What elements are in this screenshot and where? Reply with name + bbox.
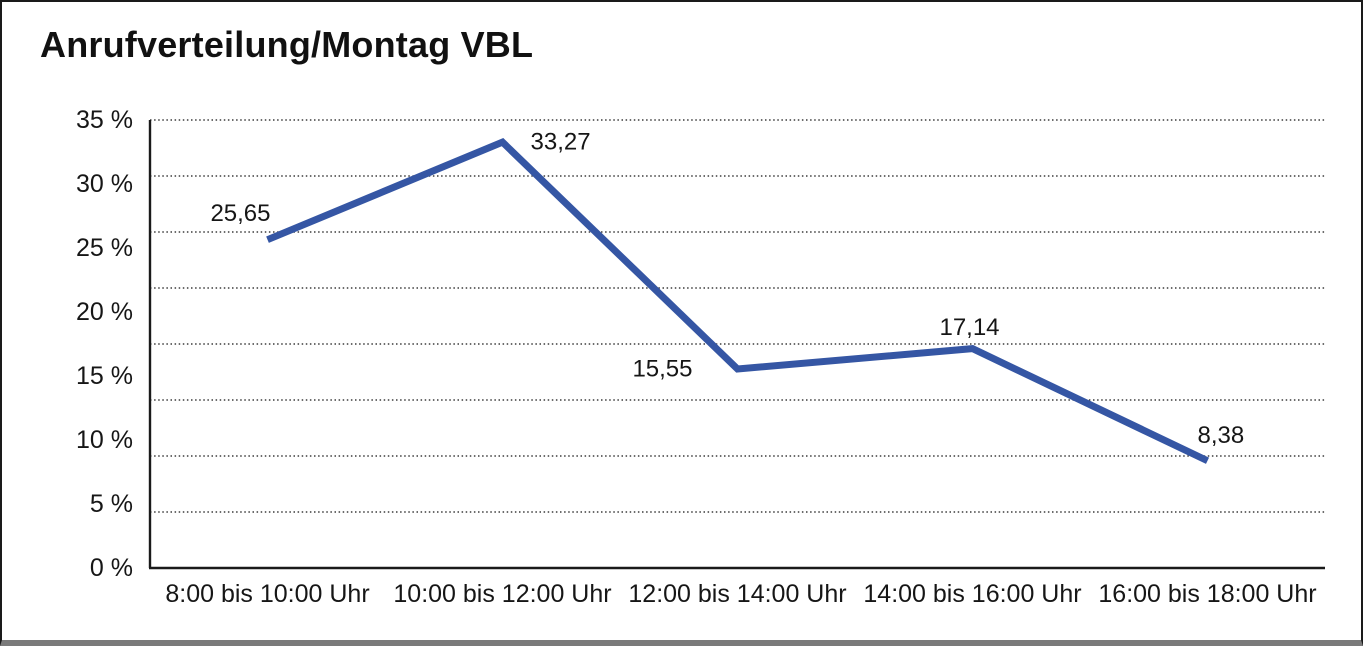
point-label: 8,38 — [1198, 422, 1245, 449]
chart-title: Anrufverteilung/Montag VBL — [40, 24, 534, 65]
point-label: 15,55 — [632, 355, 692, 382]
x-category-label: 8:00 bis 10:00 Uhr — [165, 580, 369, 608]
x-category-label: 14:00 bis 16:00 Uhr — [863, 580, 1081, 608]
point-label: 25,65 — [210, 200, 270, 227]
x-category-label: 12:00 bis 14:00 Uhr — [628, 580, 846, 608]
y-tick-label: 20 % — [76, 298, 133, 326]
y-tick-label: 10 % — [76, 426, 133, 454]
y-tick-label: 25 % — [76, 234, 133, 262]
y-tick-label: 30 % — [76, 170, 133, 198]
y-tick-label: 35 % — [76, 106, 133, 134]
point-label: 17,14 — [939, 314, 999, 341]
x-category-label: 16:00 bis 18:00 Uhr — [1098, 580, 1316, 608]
x-category-label: 10:00 bis 12:00 Uhr — [393, 580, 611, 608]
y-tick-label: 5 % — [90, 490, 133, 518]
y-tick-label: 0 % — [90, 554, 133, 582]
y-tick-label: 15 % — [76, 362, 133, 390]
data-line — [266, 138, 1210, 464]
point-label: 33,27 — [531, 129, 591, 156]
